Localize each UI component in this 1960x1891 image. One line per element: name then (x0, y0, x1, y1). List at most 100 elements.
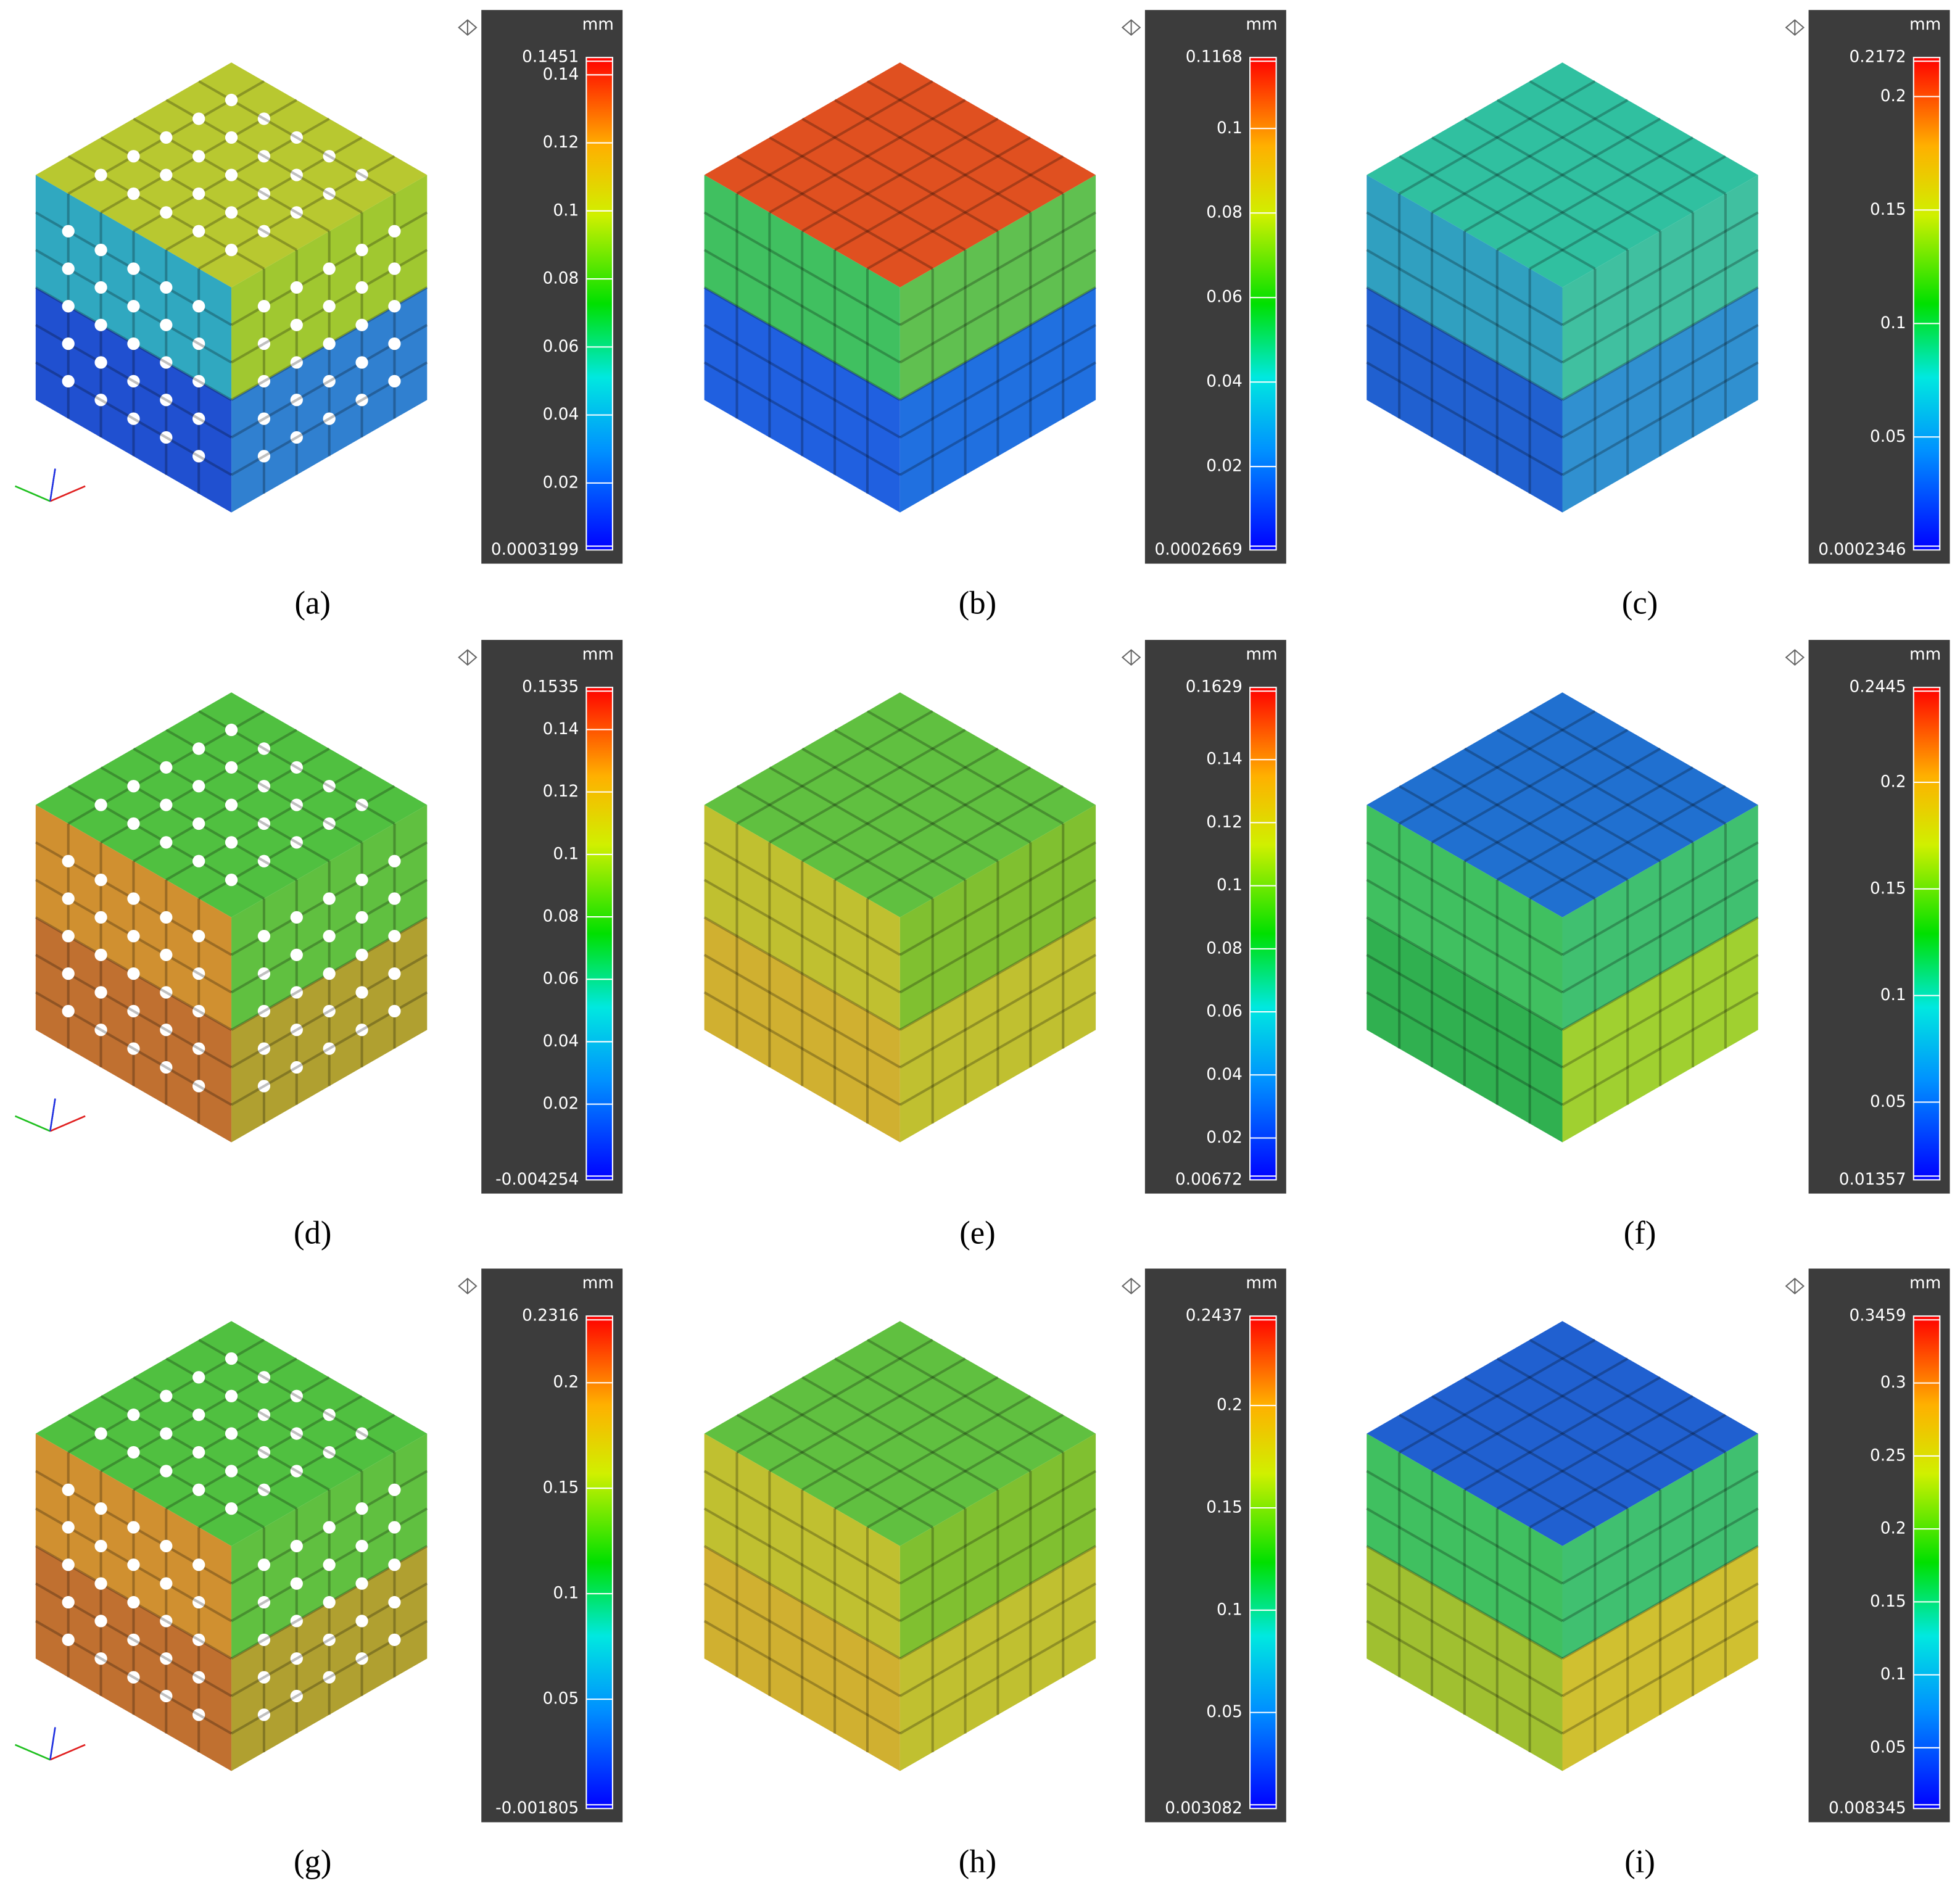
axis-triad (49, 1744, 86, 1761)
lattice-line (1496, 136, 1694, 251)
lattice-line (1561, 991, 1759, 1106)
pore (62, 337, 75, 350)
pore (160, 281, 173, 294)
pore (192, 112, 205, 125)
lattice-line (1366, 953, 1563, 1069)
pore (323, 187, 336, 201)
colorbar (585, 1315, 613, 1810)
pore (257, 412, 271, 425)
colorbar-limit-label: 0.0003199 (491, 540, 579, 559)
cube-right (1562, 805, 1758, 1030)
pore (388, 854, 401, 867)
pore (127, 1004, 140, 1017)
lattice-line (1561, 1507, 1759, 1623)
lattice-line (1366, 1470, 1563, 1585)
pore (290, 836, 303, 849)
axis-triad (49, 1727, 56, 1760)
pore (192, 817, 205, 830)
lattice-line (1399, 1338, 1596, 1454)
pore (257, 1671, 271, 1684)
pore (127, 1633, 140, 1646)
colorbar-limit-label: 0.2445 (1849, 678, 1906, 697)
lattice-line (834, 1357, 1032, 1473)
cube-left (1367, 175, 1563, 400)
pore (290, 1539, 303, 1553)
lattice-line (1463, 117, 1661, 233)
pore (94, 394, 107, 407)
lattice-line (736, 710, 933, 825)
lattice-line (769, 766, 966, 881)
pore (160, 356, 173, 369)
lattice-line (1431, 1357, 1629, 1473)
pore (225, 1502, 238, 1515)
pore (62, 930, 75, 943)
colorbar-tick-label: 0.2 (1880, 1520, 1906, 1538)
unit-label: mm (582, 15, 614, 34)
lattice-line (703, 953, 901, 1069)
pore (290, 206, 303, 219)
lattice-line (703, 1620, 901, 1735)
lattice-line (703, 841, 901, 956)
lattice-line (866, 1413, 1064, 1529)
pore (192, 967, 205, 980)
cube-right (899, 287, 1096, 513)
colorbar-tick-label: 0.1 (553, 201, 579, 220)
lattice-line (703, 211, 901, 326)
colorbar-tick-label: 0.05 (543, 1690, 579, 1708)
colorbar-limit-label: 0.0002346 (1818, 540, 1906, 559)
pore (62, 1633, 75, 1646)
pore (160, 836, 173, 849)
colorbar-tick-label: 0.08 (543, 270, 579, 288)
cube-left (35, 1545, 232, 1771)
view-icon (1121, 19, 1141, 36)
cube-left (1367, 917, 1563, 1143)
lattice-line (1366, 916, 1563, 1031)
pore (127, 1446, 140, 1459)
lattice-line (899, 1470, 1097, 1585)
pore (160, 1465, 173, 1478)
pore (323, 150, 336, 163)
panel-caption: (i) (1624, 1844, 1655, 1880)
pore (323, 300, 336, 313)
pore (192, 337, 205, 350)
pore (355, 1024, 368, 1037)
pore (290, 1615, 303, 1628)
colorbar (585, 687, 613, 1181)
pore (192, 150, 205, 163)
colorbar-limit-label: 0.003082 (1165, 1799, 1243, 1818)
pore (160, 168, 173, 181)
lattice-line (703, 879, 901, 994)
pore (388, 374, 401, 387)
pore (127, 374, 140, 387)
lattice-line (1496, 1357, 1694, 1473)
pore (257, 817, 271, 830)
pore (62, 1521, 75, 1534)
cube-left (35, 287, 232, 513)
pore (257, 450, 271, 463)
lattice-line (1366, 1582, 1563, 1697)
pore (127, 1521, 140, 1534)
pore (127, 930, 140, 943)
panel-caption: (g) (294, 1844, 331, 1880)
cube-right (1562, 287, 1758, 513)
colorbar-tick-label: 0.12 (1206, 813, 1243, 832)
lattice-line (1463, 747, 1661, 863)
lattice-line (703, 1470, 901, 1585)
cube-right (231, 917, 428, 1143)
pore (388, 1521, 401, 1534)
view-icon (1121, 649, 1141, 666)
lattice-line (1529, 1338, 1726, 1454)
colorbar-tick-label: 0.08 (1206, 939, 1243, 958)
pore (355, 1652, 368, 1665)
lattice-line (736, 1338, 933, 1454)
pore (192, 412, 205, 425)
colorbar-tick-label: 0.05 (1206, 1703, 1243, 1721)
colorbar-tick-label: 0.15 (1870, 201, 1906, 219)
lattice-line (1561, 1582, 1759, 1697)
pore (225, 206, 238, 219)
lattice-line (1561, 249, 1759, 364)
pore (160, 1615, 173, 1628)
pore (290, 1652, 303, 1665)
colorbar-tick-label: 0.2 (1880, 772, 1906, 791)
pore (355, 244, 368, 257)
